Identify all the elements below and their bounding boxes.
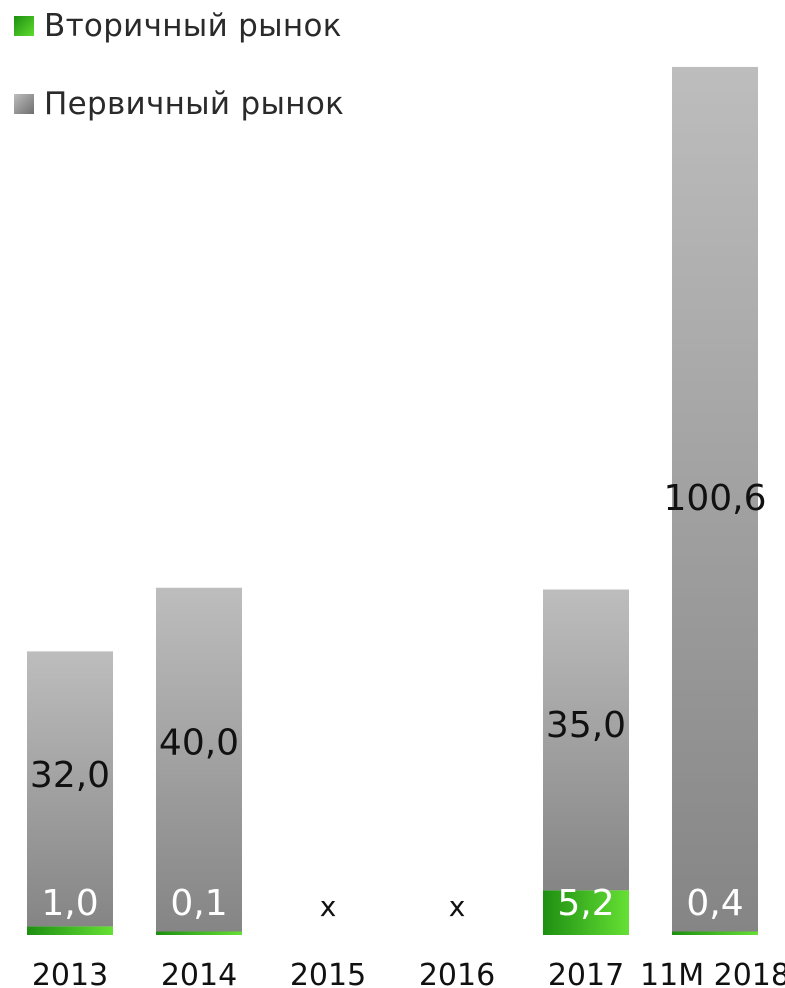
data-label-secondary: 5,2 [557, 883, 614, 924]
data-label-primary: 100,6 [663, 478, 766, 519]
data-label-primary: 40,0 [159, 722, 239, 763]
bar-primary-2017 [543, 589, 629, 891]
missing-value-label: x [320, 890, 337, 923]
x-tick-label: 2015 [290, 958, 366, 988]
bar-secondary-2014 [156, 931, 242, 935]
bar-primary-11M-2018 [672, 66, 758, 932]
data-label-secondary: 0,4 [686, 883, 743, 924]
x-tick-label: 2014 [161, 958, 237, 988]
x-tick-label: 2013 [32, 958, 108, 988]
legend: Вторичный рынок Первичный рынок [14, 6, 344, 162]
legend-item-secondary: Вторичный рынок [14, 6, 344, 46]
x-axis-ticks: 2013 2014 2015 2016 2017 11M 2018 [32, 958, 785, 988]
legend-label-primary: Первичный рынок [44, 86, 345, 122]
bar-secondary-2013 [27, 926, 113, 935]
x-tick-label: 2016 [419, 958, 495, 988]
bar-secondary-11M-2018 [672, 931, 758, 935]
data-label-secondary: 1,0 [41, 883, 98, 924]
data-label-secondary: 0,1 [170, 883, 227, 924]
bar-primary-2014 [156, 587, 242, 932]
x-tick-label: 11M 2018 [640, 958, 785, 988]
legend-item-primary: Первичный рынок [14, 84, 344, 124]
bar-secondary-2017 [543, 890, 629, 935]
data-label-primary: 32,0 [30, 755, 110, 796]
x-tick-label: 2017 [548, 958, 624, 988]
data-label-primary: 35,0 [546, 705, 626, 746]
bar-primary-2013 [27, 651, 113, 927]
legend-swatch-secondary [14, 16, 34, 36]
legend-label-secondary: Вторичный рынок [44, 8, 342, 44]
bars-group [27, 66, 758, 935]
labels-group: 32,0 1,0 40,0 0,1 x x 35,0 5,2 100,6 0,4 [30, 478, 767, 924]
legend-swatch-primary [14, 94, 34, 114]
missing-value-label: x [449, 890, 466, 923]
